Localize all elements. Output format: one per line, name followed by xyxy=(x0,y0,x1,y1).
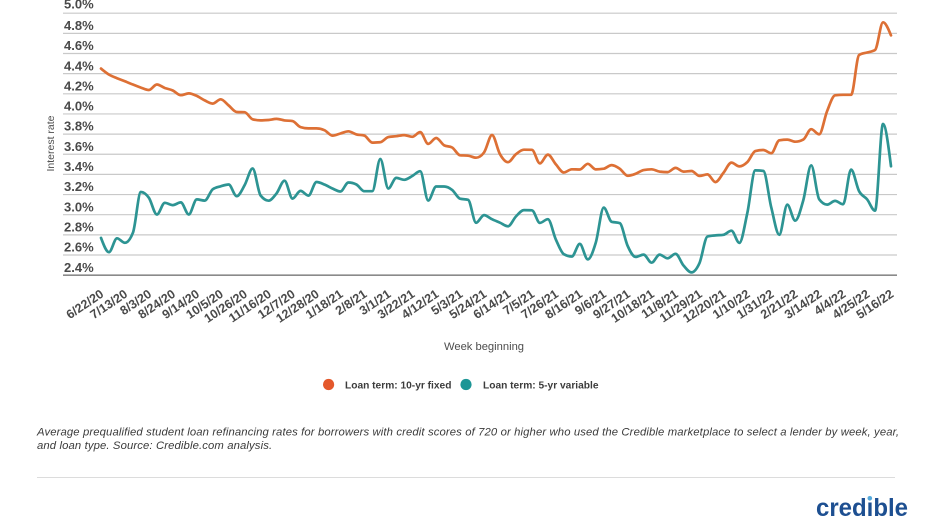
svg-text:Loan term: 10-yr fixed: Loan term: 10-yr fixed xyxy=(345,381,451,392)
svg-text:and loan type. Source: Credibl: and loan type. Source: Credible.com anal… xyxy=(37,440,272,452)
svg-text:4.4%: 4.4% xyxy=(64,58,94,73)
svg-text:2.4%: 2.4% xyxy=(64,260,94,275)
svg-text:5.0%: 5.0% xyxy=(64,0,94,12)
svg-text:2.8%: 2.8% xyxy=(64,219,94,234)
svg-text:3.4%: 3.4% xyxy=(64,159,94,174)
svg-text:2.6%: 2.6% xyxy=(64,240,94,255)
svg-text:Loan term: 5-yr variable: Loan term: 5-yr variable xyxy=(483,381,599,392)
svg-text:credıble: credıble xyxy=(816,494,908,522)
svg-text:4.2%: 4.2% xyxy=(64,78,94,93)
svg-text:3.0%: 3.0% xyxy=(64,199,94,214)
svg-text:Average prequalified student l: Average prequalified student loan refina… xyxy=(36,427,899,439)
svg-text:Interest rate: Interest rate xyxy=(45,115,57,171)
svg-text:3.6%: 3.6% xyxy=(64,139,94,154)
svg-text:3.2%: 3.2% xyxy=(64,179,94,194)
svg-text:Week beginning: Week beginning xyxy=(444,341,524,353)
svg-text:4.0%: 4.0% xyxy=(64,99,94,114)
svg-text:4.8%: 4.8% xyxy=(64,18,94,33)
svg-text:3.8%: 3.8% xyxy=(64,119,94,134)
svg-text:4.6%: 4.6% xyxy=(64,38,94,53)
